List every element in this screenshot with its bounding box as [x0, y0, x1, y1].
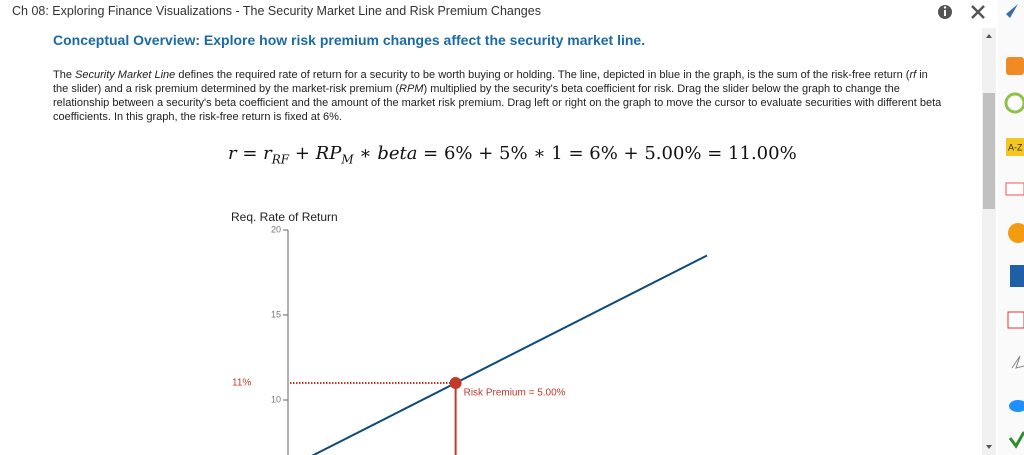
scroll-up[interactable] [986, 34, 992, 38]
sidebar-icon[interactable] [1010, 265, 1024, 287]
description-run: The [53, 69, 76, 81]
description-run: rf [909, 69, 917, 81]
formula-run: beta [377, 143, 418, 164]
sidebar-icon[interactable] [1004, 92, 1024, 114]
scroll-down[interactable] [986, 445, 992, 449]
sidebar-badge: A-Z [1008, 142, 1023, 152]
description-run: ) multiplied by the security's beta coef… [53, 83, 942, 123]
scrollbar-thumb[interactable] [983, 93, 995, 209]
cursor-value-label: 11% [232, 378, 251, 389]
sml-line [311, 254, 708, 455]
description-run: defines the required rate of return for … [175, 69, 910, 81]
y-tick-label: 15 [271, 309, 281, 319]
formula-run: = [236, 143, 264, 164]
close-button[interactable] [971, 5, 985, 19]
y-axis-label: Req. Rate of Return [231, 210, 338, 224]
sidebar-icon[interactable] [1009, 400, 1024, 412]
description-run: RPM [399, 83, 424, 95]
scrollbar-track [982, 28, 996, 455]
formula-run: M [341, 152, 354, 167]
formula-run: = 6% + 5% ∗ 1 = 6% + 5.00% = 11.00% [417, 143, 797, 164]
sidebar-icon[interactable] [1008, 223, 1024, 243]
description-run: in the slider) and a risk premium determ… [53, 69, 928, 95]
info-glyph [943, 6, 947, 9]
sidebar-icon[interactable] [1006, 138, 1024, 156]
sidebar-icon[interactable] [1005, 182, 1024, 196]
formula-run: RF [271, 152, 290, 167]
sidebar-icon[interactable] [1006, 4, 1018, 18]
formula-run: ∗ [353, 143, 378, 164]
sidebar-icon[interactable] [1007, 311, 1024, 329]
y-tick-label: 10 [271, 394, 281, 404]
info-glyph [944, 10, 946, 16]
sidebar-icon[interactable] [1008, 431, 1024, 449]
formula: r = rRF + RPM ∗ beta = 6% + 5% ∗ 1 = 6% … [228, 143, 797, 167]
formula-run: r [228, 143, 237, 164]
formula-run: RP [315, 143, 342, 164]
description-run: Security Market Line [75, 69, 176, 81]
formula-run: + [289, 143, 316, 164]
heading: Conceptual Overview: Explore how risk pr… [53, 32, 646, 48]
window-title: Ch 08: Exploring Finance Visualizations … [12, 4, 541, 18]
y-tick-label: 20 [271, 224, 281, 234]
sidebar-icon[interactable] [1006, 57, 1024, 75]
annotation: Risk Premium = 5.00% [464, 388, 566, 399]
sidebar-icon[interactable] [1011, 355, 1024, 369]
formula-run: r [263, 143, 272, 164]
cursor-point [449, 377, 462, 389]
description: The Security Market Line defines the req… [53, 68, 945, 124]
